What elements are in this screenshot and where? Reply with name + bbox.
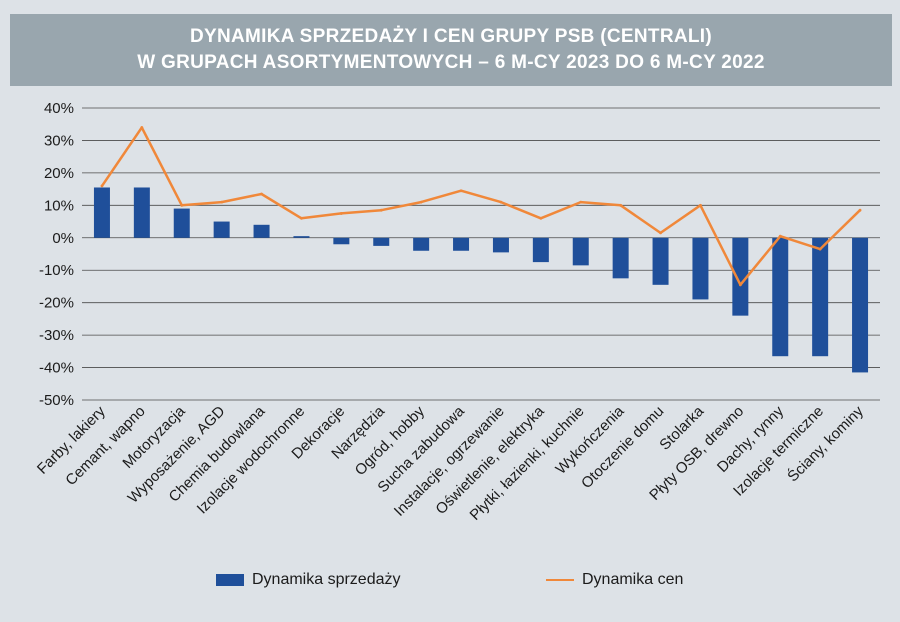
bar-sales [173, 208, 190, 238]
bar-sales [532, 237, 549, 263]
legend-label-sales: Dynamika sprzedaży [252, 571, 401, 588]
title-banner: DYNAMIKA SPRZEDAŻY I CEN GRUPY PSB (CENT… [10, 14, 892, 86]
y-tick-label: -40% [39, 360, 74, 377]
bar-sales [732, 237, 749, 316]
point-prices [300, 216, 303, 220]
bar-sales [373, 237, 390, 246]
bar-sales [812, 237, 829, 357]
x-tick-label: Farby, lakiery [34, 402, 109, 477]
legend-item-sales: Dynamika sprzedaży [216, 569, 401, 591]
legend-label-prices: Dynamika cen [582, 571, 684, 588]
y-tick-label: 0% [52, 230, 74, 247]
bar-sales [413, 237, 430, 251]
point-prices [459, 189, 463, 193]
bar-sales [133, 187, 150, 238]
bar-sales [652, 237, 669, 285]
legend-item-prices: Dynamika cen [546, 569, 683, 591]
point-prices [738, 283, 742, 287]
y-tick-label: 40% [44, 100, 74, 117]
point-prices [499, 200, 503, 204]
point-prices [858, 208, 862, 212]
y-tick-label: -50% [39, 392, 74, 409]
y-tick-label: 10% [44, 197, 74, 214]
line-prices [100, 126, 861, 287]
point-prices [100, 184, 104, 188]
y-tick-label: -20% [39, 295, 74, 312]
bar-sales [453, 237, 470, 251]
y-tick-label: 20% [44, 165, 74, 182]
bar-sales [492, 237, 509, 253]
bar-sales [692, 237, 709, 300]
bar-sales [572, 237, 589, 266]
y-tick-label: 30% [44, 132, 74, 149]
bar-sales [772, 237, 789, 357]
legend-bar-swatch [216, 574, 244, 586]
point-prices [180, 203, 184, 207]
point-prices [818, 247, 822, 251]
chart-title: DYNAMIKA SPRZEDAŻY I CEN GRUPY PSB (CENT… [190, 26, 712, 47]
point-prices [659, 231, 662, 235]
bar-sales [253, 224, 270, 238]
y-tick-label: -30% [39, 327, 74, 344]
point-prices [379, 208, 383, 212]
legend-line-swatch [546, 579, 574, 581]
point-prices [778, 234, 782, 238]
bar-sales [93, 187, 110, 238]
point-prices [339, 212, 343, 215]
point-prices [419, 200, 423, 204]
point-prices [260, 192, 263, 196]
bar-sales [293, 236, 310, 238]
point-prices [539, 216, 543, 220]
bar-sales [612, 237, 629, 279]
bar-sales [213, 221, 230, 238]
point-prices [140, 126, 144, 129]
point-prices [619, 203, 623, 207]
bar-sales [852, 237, 869, 373]
bar-sales [333, 237, 350, 245]
point-prices [699, 203, 702, 207]
chart-subtitle: W GRUPACH ASORTYMENTOWYCH – 6 M-CY 2023 … [137, 52, 765, 73]
point-prices [220, 200, 224, 204]
point-prices [579, 200, 583, 204]
y-tick-label: -10% [39, 262, 74, 279]
